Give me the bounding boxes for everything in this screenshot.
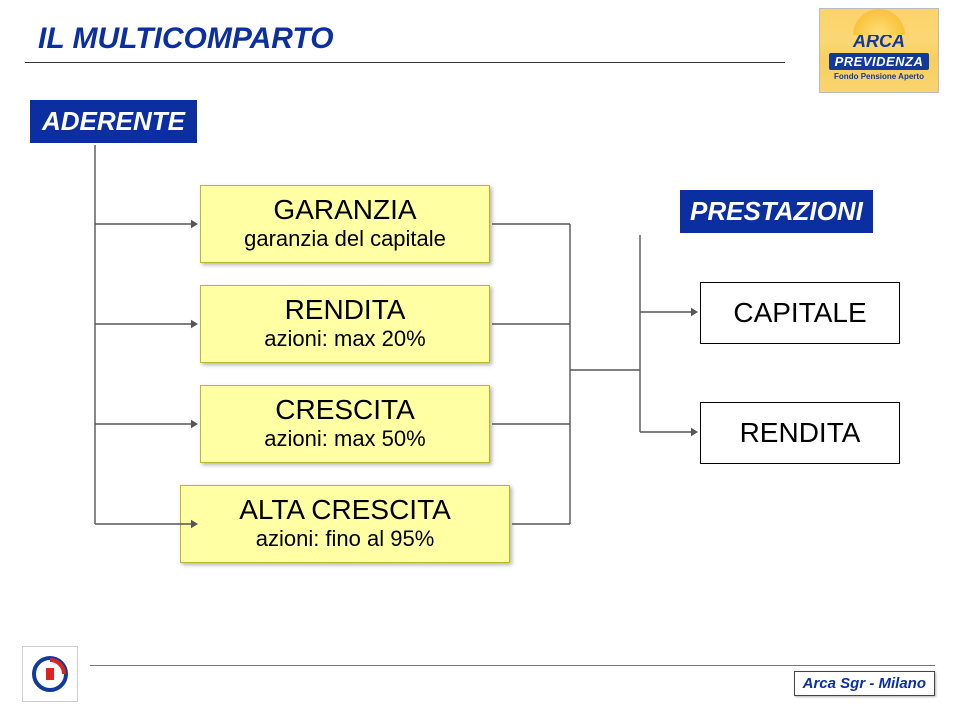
title-underline — [25, 62, 785, 63]
compartment-title: GARANZIA — [205, 194, 485, 226]
slide-page: IL MULTICOMPARTO ARCA PREVIDENZA Fondo P… — [0, 0, 959, 716]
page-title: IL MULTICOMPARTO — [30, 18, 342, 60]
compartment-sub: azioni: max 50% — [205, 426, 485, 452]
logo-line2: PREVIDENZA — [829, 53, 930, 70]
footer-line — [90, 665, 935, 666]
result-box: RENDITA — [700, 402, 900, 464]
compartment-sub: azioni: max 20% — [205, 326, 485, 352]
footer-logo — [22, 646, 78, 702]
compartment-box: CRESCITAazioni: max 50% — [200, 385, 490, 463]
footer-text: Arca Sgr - Milano — [794, 671, 935, 696]
aderente-box: ADERENTE — [30, 100, 197, 143]
arca-logo: ARCA PREVIDENZA Fondo Pensione Aperto — [819, 8, 939, 93]
compartment-box: RENDITAazioni: max 20% — [200, 285, 490, 363]
compartment-box: GARANZIAgaranzia del capitale — [200, 185, 490, 263]
compartment-title: ALTA CRESCITA — [185, 494, 505, 526]
compartment-title: CRESCITA — [205, 394, 485, 426]
compartment-sub: azioni: fino al 95% — [185, 526, 505, 552]
prestazioni-box: PRESTAZIONI — [680, 190, 873, 233]
compartment-box: ALTA CRESCITAazioni: fino al 95% — [180, 485, 510, 563]
compartment-sub: garanzia del capitale — [205, 226, 485, 252]
logo-sub: Fondo Pensione Aperto — [834, 72, 924, 81]
result-box: CAPITALE — [700, 282, 900, 344]
sun-icon — [849, 5, 909, 35]
compartment-title: RENDITA — [205, 294, 485, 326]
